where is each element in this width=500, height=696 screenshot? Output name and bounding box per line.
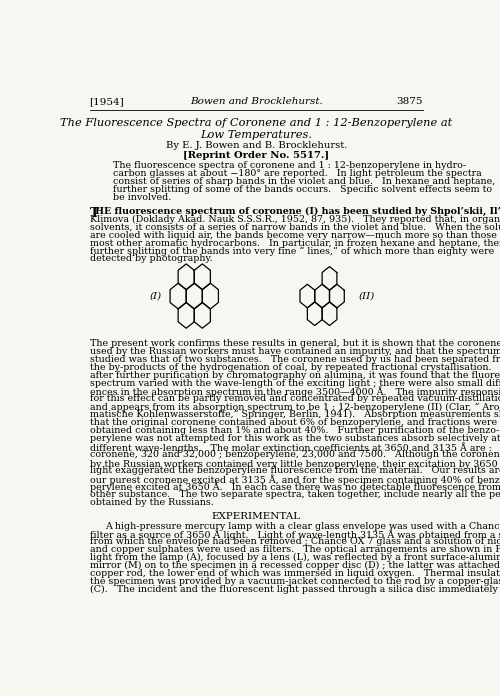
Text: Low Temperatures.: Low Temperatures. [200, 130, 312, 140]
Text: EXPERIMENTAL: EXPERIMENTAL [212, 512, 301, 521]
Text: be involved.: be involved. [113, 193, 171, 203]
Text: for this effect can be partly removed and concentrated by repeated vacuum-distil: for this effect can be partly removed an… [90, 395, 500, 404]
Text: perylene was not attempted for this work as the two substances absorb selectivel: perylene was not attempted for this work… [90, 434, 500, 443]
Text: most other aromatic hydrocarbons.   In particular, in frozen hexane and heptane,: most other aromatic hydrocarbons. In par… [90, 239, 500, 248]
Text: (I): (I) [150, 292, 162, 301]
Text: mirror (M) on to the specimen in a recessed copper disc (D) ; the latter was att: mirror (M) on to the specimen in a reces… [90, 561, 500, 570]
Text: the specimen was provided by a vacuum-jacket connected to the rod by a copper-gl: the specimen was provided by a vacuum-ja… [90, 577, 500, 586]
Text: [Reprint Order No. 5517.]: [Reprint Order No. 5517.] [183, 150, 330, 159]
Text: and copper sulphates were used as filters.   The optical arrangements are shown : and copper sulphates were used as filter… [90, 546, 500, 555]
Text: obtained by the Russians.: obtained by the Russians. [90, 498, 214, 507]
Text: and appears from its absorption spectrum to be 1 : 12-benzoperylene (II) (Clar, : and appears from its absorption spectrum… [90, 402, 500, 412]
Text: after further purification by chromatography on alumina, it was found that the f: after further purification by chromatogr… [90, 371, 500, 379]
Text: light from the lamp (A), focused by a lens (L), was reflected by a front surface: light from the lamp (A), focused by a le… [90, 553, 500, 562]
Text: [1954]: [1954] [90, 97, 124, 106]
Text: solvents, it consists of a series of narrow bands in the violet and blue.   When: solvents, it consists of a series of nar… [90, 223, 500, 232]
Text: The fluorescence spectra of coronene and 1 : 12-benzoperylene in hydro-: The fluorescence spectra of coronene and… [113, 161, 466, 171]
Text: matische Kohlenwasserstoffe,” Springer, Berlin, 1941).   Absorption measurements: matische Kohlenwasserstoffe,” Springer, … [90, 411, 500, 420]
Text: The present work confirms these results in general, but it is shown that the cor: The present work confirms these results … [90, 339, 500, 348]
Text: The Fluorescence Spectra of Coronene and 1 : 12-Benzoperylene at: The Fluorescence Spectra of Coronene and… [60, 118, 452, 128]
Text: obtained containing less than 1% and about 40%.   Further purification of the be: obtained containing less than 1% and abo… [90, 426, 499, 435]
Text: copper rod, the lower end of which was immersed in liquid oxygen.   Thermal insu: copper rod, the lower end of which was i… [90, 569, 500, 578]
Text: are cooled with liquid air, the bands become very narrow—much more so than those: are cooled with liquid air, the bands be… [90, 230, 500, 239]
Text: by the Russian workers contained very little benzoperylene, their excitation by : by the Russian workers contained very li… [90, 458, 500, 468]
Text: coronene, 320 and 32,000 ; benzoperylene, 23,000 and 7500.   Although the corone: coronene, 320 and 32,000 ; benzoperylene… [90, 450, 500, 459]
Text: A high-pressure mercury lamp with a clear glass envelope was used with a Chance : A high-pressure mercury lamp with a clea… [105, 521, 500, 530]
Text: further splitting of some of the bands occurs.   Specific solvent effects seem t: further splitting of some of the bands o… [113, 185, 492, 194]
Text: ences in the absorption spectrum in the range 3500—4000 Å.   The impurity respon: ences in the absorption spectrum in the … [90, 386, 500, 397]
Text: consist of series of sharp bands in the violet and blue.   In hexane and heptane: consist of series of sharp bands in the … [113, 177, 495, 187]
Text: HE fluorescence spectrum of coronene (I) has been studied by Shpol’skii, Il’ina,: HE fluorescence spectrum of coronene (I)… [94, 207, 500, 216]
Text: studied was that of two substances.   The coronene used by us had been separated: studied was that of two substances. The … [90, 355, 500, 364]
Text: used by the Russian workers must have contained an impurity, and that the spectr: used by the Russian workers must have co… [90, 347, 500, 356]
Text: filter as a source of 3650 Å light.   Light of wave-length 3135 Å was obtained f: filter as a source of 3650 Å light. Ligh… [90, 530, 500, 540]
Text: (C).   The incident and the fluorescent light passed through a silica disc immed: (C). The incident and the fluorescent li… [90, 585, 500, 594]
Text: from which the envelope had been removed ; Chance OX 7 glass and a solution of n: from which the envelope had been removed… [90, 537, 500, 546]
Text: our purest coronene excited at 3135 Å, and for the specimen containing 40% of be: our purest coronene excited at 3135 Å, a… [90, 474, 500, 484]
Text: By E. J. Bowen and B. Brocklehurst.: By E. J. Bowen and B. Brocklehurst. [166, 141, 347, 150]
Text: carbon glasses at about −180° are reported.   In light petroleum the spectra: carbon glasses at about −180° are report… [113, 169, 482, 178]
Text: perylene excited at 3650 Å.   In each case there was no detectable fluorescence : perylene excited at 3650 Å. In each case… [90, 482, 500, 493]
Text: T: T [90, 207, 99, 220]
Text: that the original coronene contained about 6% of benzoperylene, and fractions we: that the original coronene contained abo… [90, 418, 500, 427]
Text: Bowen and Brocklehurst.: Bowen and Brocklehurst. [190, 97, 322, 106]
Text: detected by photography.: detected by photography. [90, 254, 212, 263]
Text: (II): (II) [359, 292, 375, 301]
Text: further splitting of the bands into very fine “ lines,” of which more than eight: further splitting of the bands into very… [90, 246, 494, 255]
Text: other substance.   The two separate spectra, taken together, include nearly all : other substance. The two separate spectr… [90, 490, 500, 498]
Text: light exaggerated the benzoperylene fluorescence from the material.   Our result: light exaggerated the benzoperylene fluo… [90, 466, 500, 475]
Text: the by-products of the hydrogenation of coal, by repeated fractional crystallisa: the by-products of the hydrogenation of … [90, 363, 500, 372]
Text: 3875: 3875 [396, 97, 423, 106]
Text: Klimova (Doklady Akad. Nauk S.S.S.R., 1952, 87, 935).   They reported that, in o: Klimova (Doklady Akad. Nauk S.S.S.R., 19… [90, 214, 500, 224]
Text: different wave-lengths.   The molar extinction coefficients at 3650 and 3135 Å a: different wave-lengths. The molar extinc… [90, 442, 492, 453]
Text: spectrum varied with the wave-length of the exciting light ; there were also sma: spectrum varied with the wave-length of … [90, 379, 500, 388]
